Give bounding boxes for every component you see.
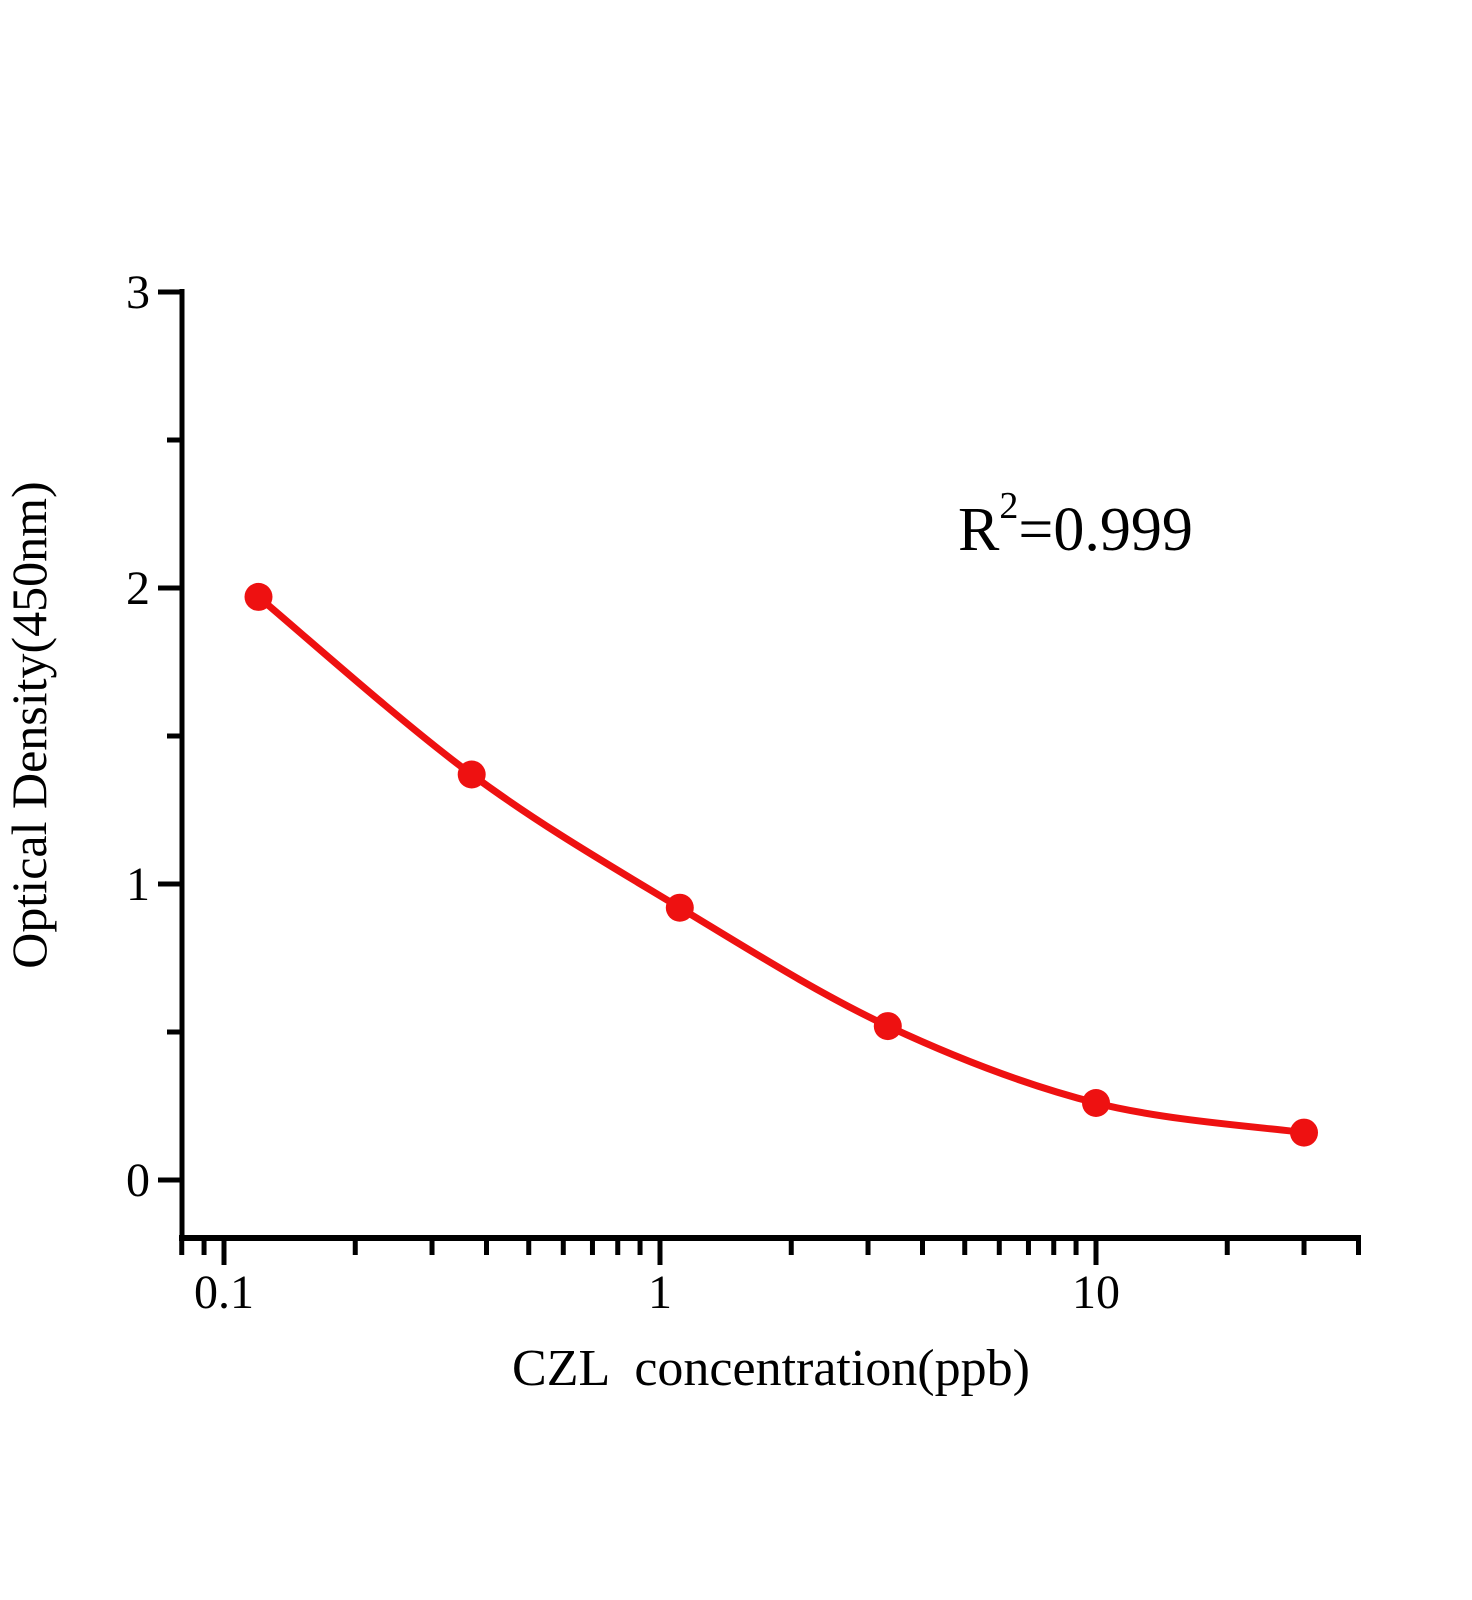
axes <box>179 289 1361 1241</box>
r-squared-base: R <box>958 496 1000 564</box>
r-squared-annotation: R2=0.999 <box>958 485 1193 564</box>
y-tick-label: 1 <box>126 858 150 911</box>
y-axis-title: Optical Density(450nm) <box>1 481 57 968</box>
r-squared-exponent: 2 <box>999 485 1018 527</box>
data-point <box>665 893 694 922</box>
y-axis-ticks <box>158 289 182 1183</box>
data-point <box>457 760 486 789</box>
data-point <box>1290 1118 1318 1147</box>
x-axis-tick-labels: 0.1 1 10 <box>194 1266 1120 1319</box>
data-points <box>244 582 1318 1147</box>
fit-curve <box>255 593 1308 1137</box>
data-point <box>873 1012 902 1041</box>
data-point <box>244 582 273 611</box>
y-tick-label: 3 <box>126 266 150 319</box>
r-squared-value: =0.999 <box>1018 496 1192 564</box>
y-tick-label: 0 <box>126 1154 150 1207</box>
x-axis-ticks <box>179 1238 1361 1265</box>
x-tick-label: 1 <box>648 1266 672 1319</box>
y-tick-label: 2 <box>126 562 150 615</box>
x-tick-label: 0.1 <box>194 1266 254 1319</box>
x-tick-label: 10 <box>1072 1266 1120 1319</box>
data-point <box>1082 1089 1110 1117</box>
x-axis-title: CZL concentration(ppb) <box>512 1340 1030 1397</box>
y-axis-tick-labels: 0 1 2 3 <box>126 266 150 1207</box>
